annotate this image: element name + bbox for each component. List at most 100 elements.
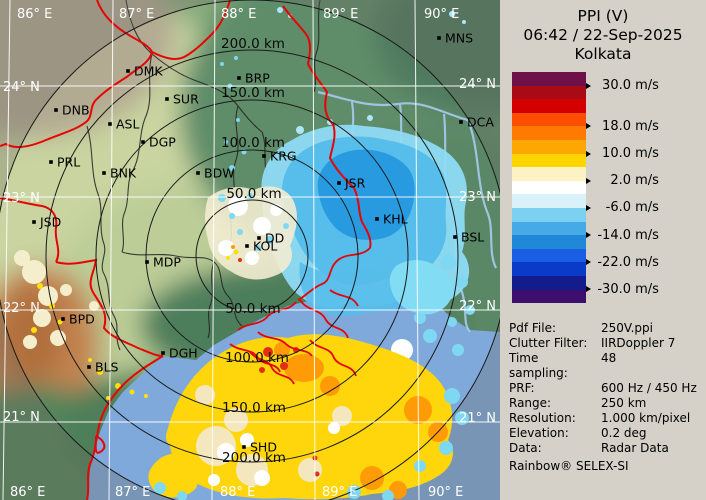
station-marker: BNK [102,166,137,181]
metadata-row: Time sampling: 48 [509,351,617,380]
station-dot [102,171,106,175]
range-ring [195,199,309,313]
station-dot [242,445,246,449]
latlon-labels: 86° E 87° E 88° E 89° E 90° E 86° E 87° E 88° E… [3,7,496,500]
colorbar-band-2 [512,99,586,113]
station-marker: PRL [49,155,80,170]
station-dot [257,236,261,240]
station-marker: MDP [145,255,181,270]
station-label: BSL [461,230,484,245]
station-dot [126,69,130,73]
colorbar-tick: 30.0 m/s [586,78,659,93]
tick-arrow-icon [586,232,591,239]
scan-metadata: Pdf File: 250V.ppi Clutter Filter: IIRDoppl… [509,321,704,474]
meridian-line [414,0,420,500]
station-label: SUR [173,92,199,107]
station-dot [459,120,463,124]
metadata-row: Clutter Filter: IIRDoppler 7 [509,336,676,350]
station-label: KOL [253,239,277,254]
station-label: BDW [204,166,235,181]
latlon-label: 21° N [3,410,40,425]
colorbar-tick: 2.0 m/s [586,173,659,188]
tick-arrow-icon [586,259,591,266]
station-label: DMK [134,64,163,79]
station-marker: JSD [32,215,61,230]
station-label: BPD [69,312,95,327]
station-label: JSD [39,215,61,230]
latlon-label: 86° E [17,7,52,22]
radar-map: 200.0 km 150.0 km 100.0 km 50.0 km 50.0 km 10… [0,0,500,500]
metadata-row: Pdf File: 250V.ppi [509,321,653,335]
station-marker: BDW [196,166,235,181]
colorbar-band-12 [512,235,586,249]
station-marker: DD [257,231,284,246]
product-title: PPI (V) [577,7,629,25]
metadata-row: Resolution: 1.000 km/pixel [509,411,691,425]
station-dot [196,171,200,175]
colorbar-band-14 [512,262,586,276]
colorbar-band-5 [512,139,586,154]
station-marker: SUR [165,92,199,107]
latlon-label: 90° E [428,485,463,500]
radar-echo-layer [14,7,475,500]
station-dot [337,181,341,185]
range-ring-label: 50.0 km [225,301,280,317]
station-label: BLS [95,360,119,375]
colorbar-band-4 [512,126,586,140]
station-dot [165,97,169,101]
velocity-colorbar [512,72,586,304]
state-borders [0,0,372,500]
colorbar-tick: -22.0 m/s [586,255,659,270]
colorbar-band-10 [512,207,586,222]
station-marker: BSL [453,230,484,245]
colorbar-band-1 [512,85,586,100]
tick-arrow-icon [586,150,591,157]
title-block: PPI (V) 06:42 / 22-Sep-2025 Kolkata [500,7,706,64]
latlon-label: 87° E [115,485,150,500]
station-label: BNK [110,166,137,181]
station-marker: KRG [262,149,297,164]
colorbar-band-15 [512,275,586,290]
latlon-label: 90° E [424,7,459,22]
range-ring-labels: 200.0 km 150.0 km 100.0 km 50.0 km 50.0 km 10… [221,36,289,466]
colorbar-band-0 [512,72,586,86]
latlon-label: 88° E [221,7,256,22]
colorbar-band-11 [512,221,586,236]
station-label: BRP [245,71,270,86]
station-dot [87,365,91,369]
colorbar-band-7 [512,167,586,181]
latlon-label: 23° N [459,190,496,205]
station-label: KHL [383,212,408,227]
station-label: MNS [445,31,473,46]
metadata-row: PRF: 600 Hz / 450 Hz [509,381,697,395]
latlon-label: 87° E [119,7,154,22]
latlon-label: 22° N [3,301,40,316]
station-marker: KHL [375,212,408,227]
station-markers: MNS DMK BRP SUR DNB ASL DCA DGP KRG PRL BNK BDW JSR K… [32,31,494,455]
station-dot [61,317,65,321]
latlon-label: 22° N [459,299,496,314]
range-ring-label: 50.0 km [226,186,281,202]
software-signature: Rainbow® SELEX-SI [509,459,629,473]
latlon-label: 23° N [3,191,40,206]
station-label: DNB [62,103,90,118]
range-ring [45,49,459,463]
colorbar-tick: -30.0 m/s [586,282,659,297]
station-label: PRL [57,155,80,170]
station-marker: DGP [141,135,176,150]
latlon-label: 21° N [459,411,496,426]
colorbar-tick: 18.0 m/s [586,119,659,134]
meridian-line [2,0,11,500]
station-marker: BLS [87,360,119,375]
station-dot [262,154,266,158]
station-marker: DGH [161,346,198,361]
meridian-line [108,0,114,500]
range-rings [0,0,500,500]
metadata-row: Data: Radar Data [509,441,669,455]
colorbar-band-8 [512,180,586,195]
range-ring-label: 150.0 km [221,85,285,101]
latlon-label: 24° N [3,80,40,95]
station-label: MDP [153,255,181,270]
station-dot [32,220,36,224]
